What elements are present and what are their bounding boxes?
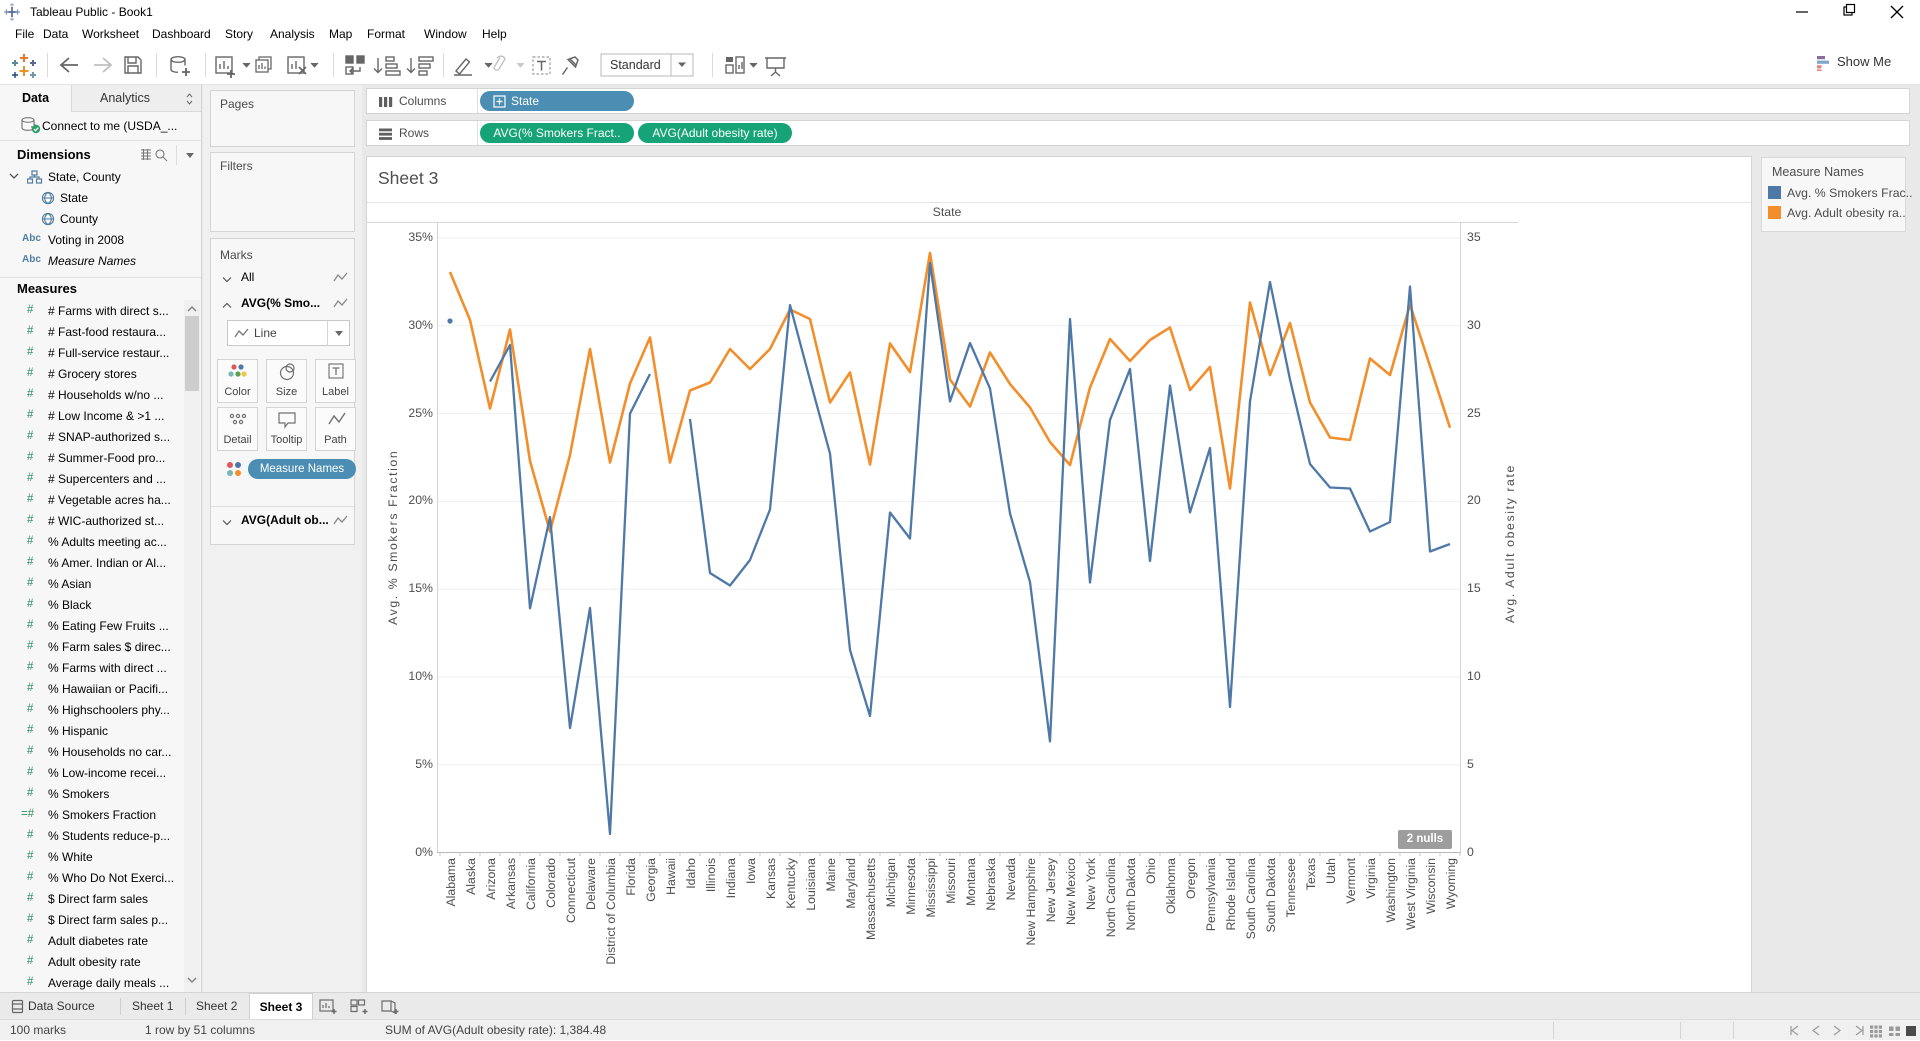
svg-text:Standard: Standard	[610, 58, 661, 72]
